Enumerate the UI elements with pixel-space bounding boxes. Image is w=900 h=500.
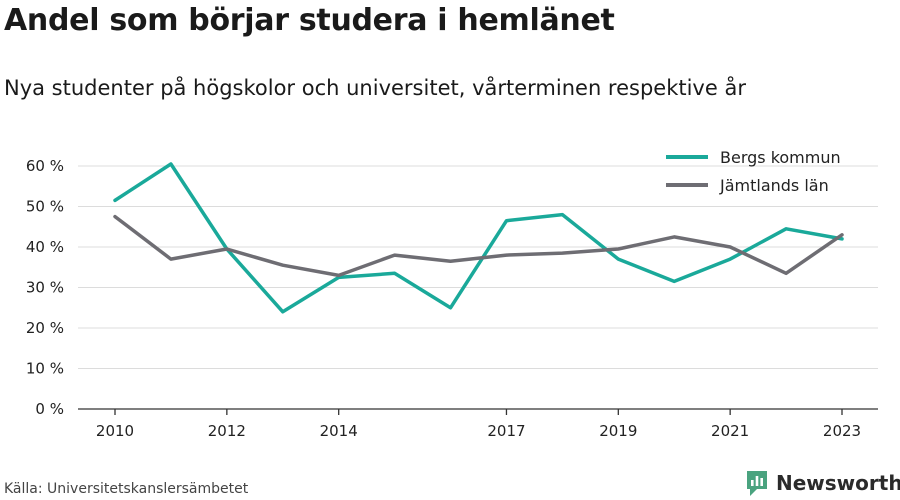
x-tick-label: 2014 [320, 422, 358, 440]
y-axis-ticks: 0 % 10 % 20 % 30 % 40 % 50 % 60 % [26, 157, 64, 418]
x-tick-label: 2012 [208, 422, 246, 440]
y-tick-label: 40 % [26, 238, 64, 256]
y-tick-label: 50 % [26, 198, 64, 216]
legend: Bergs kommun Jämtlands län [666, 148, 841, 195]
legend-label: Bergs kommun [720, 148, 841, 167]
y-tick-label: 10 % [26, 360, 64, 378]
newsworthy-logo-icon [747, 471, 767, 496]
grid-lines [78, 165, 878, 369]
brand-name: Newsworthy [776, 471, 900, 495]
chart-subtitle: Nya studenter på högskolor och universit… [4, 76, 746, 100]
y-tick-label: 30 % [26, 279, 64, 297]
y-tick-label: 60 % [26, 157, 64, 175]
series-lines [113, 162, 844, 314]
brand-logo: Newsworthy [745, 469, 900, 497]
line-chart: 0 % 10 % 20 % 30 % 40 % 50 % 60 % 2010 2012 2014… [26, 148, 878, 440]
y-tick-label: 20 % [26, 319, 64, 337]
source-note: Källa: Universitetskanslersämbetet [4, 481, 249, 497]
x-axis-ticks: 2010 2012 2014 2017 2019 2021 2023 [78, 408, 878, 440]
x-tick-label: 2021 [711, 422, 749, 440]
y-tick-label: 0 % [35, 400, 64, 418]
x-tick-label: 2019 [599, 422, 637, 440]
x-tick-label: 2023 [823, 422, 861, 440]
chart-title: Andel som börjar studera i hemlänet [4, 3, 615, 38]
legend-label: Jämtlands län [719, 176, 829, 195]
series-line-bergs-kommun [113, 162, 844, 314]
series-line-jamtlands-lan [113, 214, 844, 278]
x-tick-label: 2010 [96, 422, 134, 440]
x-tick-label: 2017 [487, 422, 525, 440]
